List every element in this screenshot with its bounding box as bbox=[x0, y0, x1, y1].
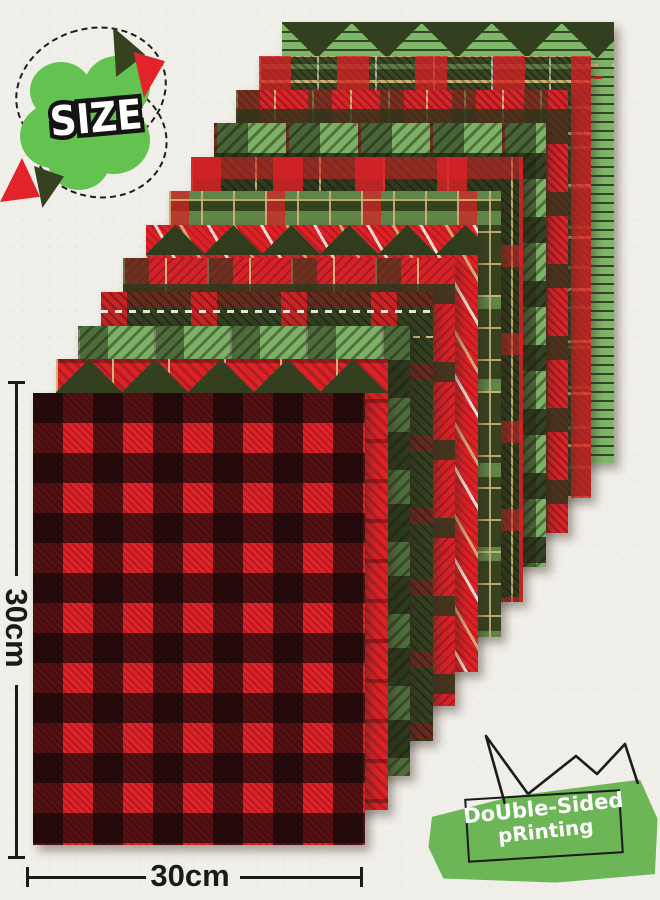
size-label: SIZE bbox=[40, 89, 152, 146]
dimension-line-segment bbox=[15, 685, 18, 856]
dimension-cap bbox=[8, 856, 25, 859]
dimension-cap bbox=[8, 381, 25, 384]
width-dimension-label: 30cm bbox=[150, 858, 230, 893]
size-badge: SIZE bbox=[0, 7, 184, 220]
height-dimension-label: 30cm bbox=[0, 588, 34, 668]
dimension-line-segment bbox=[28, 876, 146, 879]
dimension-line-segment bbox=[240, 876, 360, 879]
dimension-line-segment bbox=[15, 383, 18, 576]
dimension-cap bbox=[360, 867, 363, 887]
badge-tail-icon bbox=[484, 734, 640, 805]
triangle-accent-red bbox=[0, 158, 40, 202]
dimension-cap bbox=[26, 867, 29, 887]
paper-sheet-buffalo-check-red-black bbox=[33, 393, 365, 845]
